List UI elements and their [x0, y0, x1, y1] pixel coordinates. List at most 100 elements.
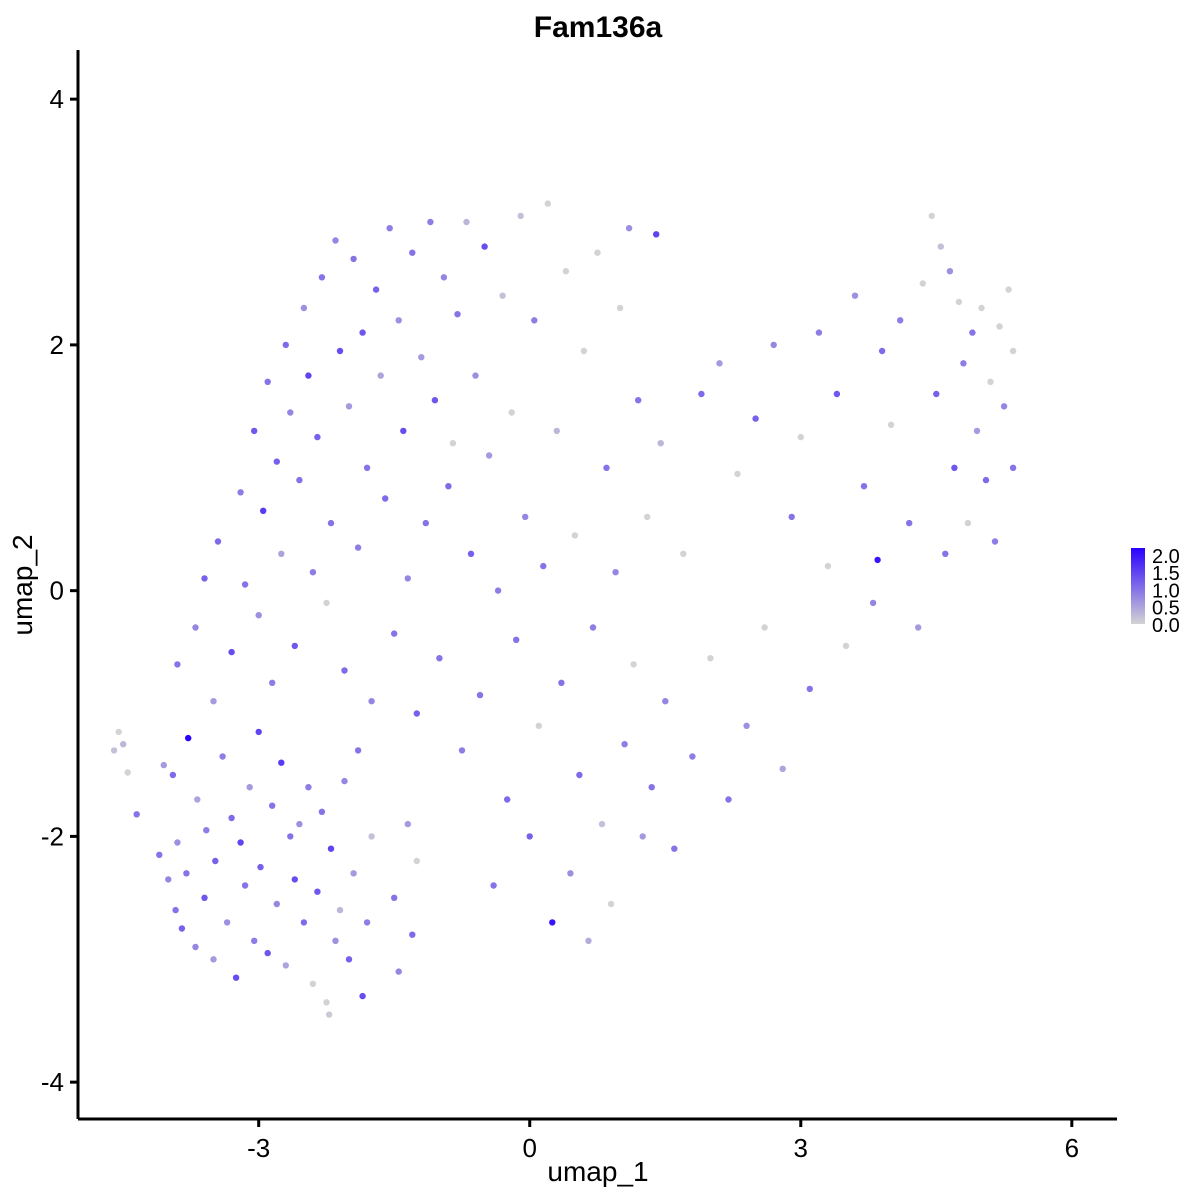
colorbar-labels: 0.00.51.01.52.0 [1152, 546, 1180, 637]
cell-point [752, 415, 759, 422]
cell-point [363, 919, 371, 926]
cell-point [287, 833, 294, 840]
cell-point [562, 268, 570, 275]
cell-point [269, 802, 276, 809]
cell-point [594, 249, 601, 256]
cell-point [305, 784, 312, 791]
cell-point [223, 919, 231, 926]
cell-point [212, 857, 219, 865]
cell-point [287, 409, 294, 416]
cell-point [571, 532, 579, 539]
cell-point [115, 728, 122, 736]
cell-point [391, 630, 398, 637]
cell-point [336, 347, 344, 355]
cell-point [544, 200, 551, 207]
cell-point [662, 698, 669, 705]
cell-point [942, 550, 949, 557]
cell-point [326, 1011, 333, 1018]
cell-point [494, 587, 502, 594]
cell-point [241, 581, 249, 588]
cell-point [815, 329, 823, 336]
cell-point [955, 298, 963, 306]
cell-point [707, 655, 714, 662]
cell-point [598, 820, 606, 828]
cell-point [282, 962, 289, 969]
cell-point [232, 974, 240, 981]
cell-point [203, 827, 210, 834]
cell-point [269, 679, 276, 686]
y-tick-label: 0 [50, 576, 64, 606]
cell-point [526, 833, 533, 840]
x-axis-ticks: -3 0 3 6 [247, 1119, 1079, 1163]
colorbar-tick-label: 0.5 [1152, 598, 1180, 620]
cell-point [897, 317, 904, 324]
cell-point [463, 218, 470, 226]
cell-point [282, 341, 289, 349]
cell-point [183, 870, 190, 877]
cell-point [467, 550, 475, 557]
x-axis-title: umap_1 [547, 1156, 648, 1187]
cell-point [413, 857, 420, 865]
cell-point [291, 876, 298, 883]
y-tick-label: -4 [41, 1067, 64, 1097]
cell-point [915, 624, 922, 631]
cell-point [264, 378, 271, 385]
cell-point [734, 470, 741, 478]
cell-point [549, 919, 556, 926]
cell-point [499, 292, 506, 299]
x-tick-label: 0 [523, 1133, 537, 1163]
cell-point [237, 489, 244, 496]
cell-point [969, 329, 976, 336]
cell-point [192, 943, 199, 951]
cell-point [476, 691, 484, 699]
cell-point [257, 863, 264, 871]
x-tick-label: 6 [1065, 1133, 1079, 1163]
cell-point [341, 777, 348, 785]
cell-point [716, 360, 723, 367]
cell-point [255, 612, 262, 619]
cell-point [359, 992, 366, 1000]
cell-point [395, 968, 402, 975]
cell-point [363, 464, 371, 471]
cell-point [978, 304, 985, 312]
cell-point [458, 747, 466, 754]
cell-point [327, 845, 335, 852]
cell-point [318, 274, 326, 281]
cell-point [919, 280, 926, 287]
cell-point [472, 372, 479, 379]
cell-point [210, 956, 217, 963]
cell-point [991, 538, 999, 545]
cell-point [336, 906, 344, 914]
cell-point [878, 347, 886, 355]
chart-title: Fam136a [534, 11, 663, 44]
cell-point [273, 458, 280, 465]
cell-point [788, 513, 795, 521]
cell-point [296, 476, 303, 484]
cell-point [833, 390, 841, 398]
cell-point [851, 292, 859, 299]
cell-point [404, 575, 411, 582]
cell-point [743, 722, 750, 729]
cell-point [689, 753, 696, 760]
colorbar-tick-label: 2.0 [1152, 546, 1180, 568]
cell-point [133, 811, 140, 818]
cell-point [1000, 403, 1008, 410]
cell-point [354, 747, 362, 754]
cell-point [630, 661, 637, 668]
cell-point [431, 397, 439, 404]
cell-point [413, 710, 420, 717]
cell-point [436, 655, 443, 662]
y-axis-title: umap_2 [7, 534, 38, 635]
cell-point [553, 427, 560, 435]
cell-point [418, 354, 425, 361]
cell-point [192, 624, 199, 631]
cell-point [485, 452, 493, 459]
cell-point [300, 304, 308, 312]
cell-point [332, 237, 339, 244]
cell-point [172, 906, 179, 914]
cell-point [201, 575, 208, 582]
cell-point [508, 409, 515, 416]
cell-point [368, 833, 375, 840]
cell-point [770, 341, 777, 349]
cell-point [973, 427, 981, 435]
